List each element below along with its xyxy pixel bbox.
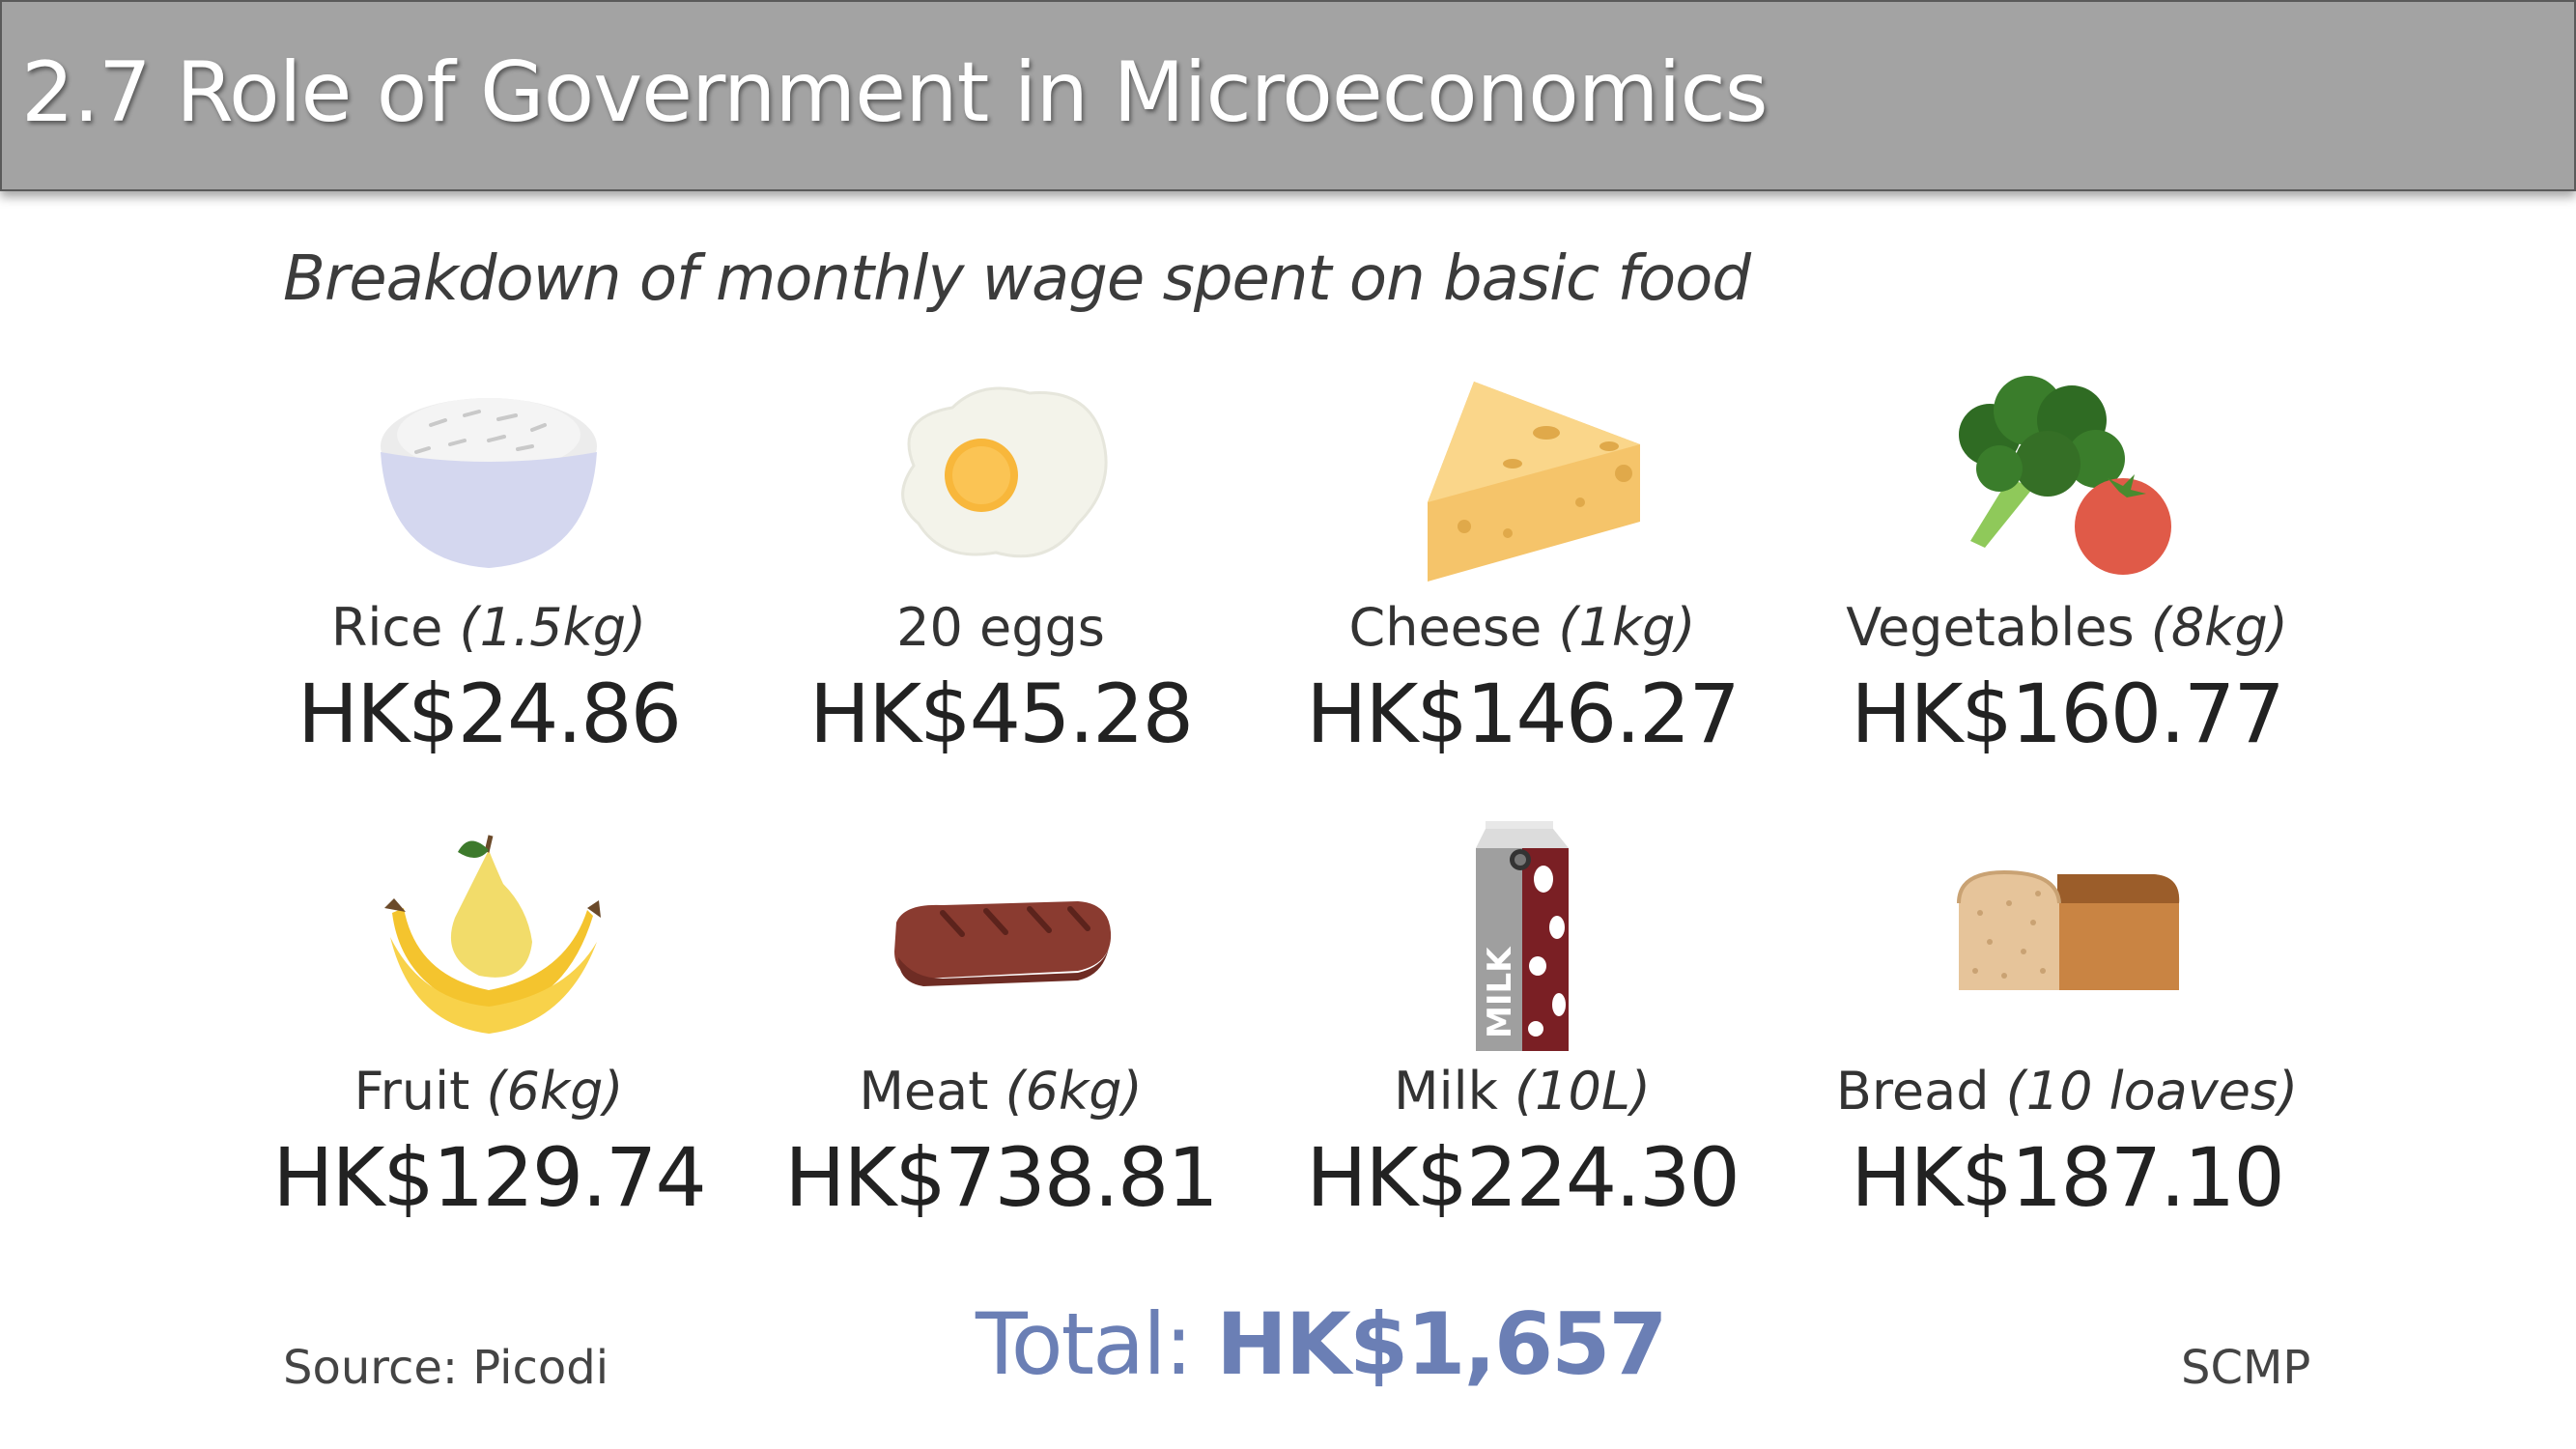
- food-qty: (1.5kg): [459, 597, 647, 658]
- food-qty: (10L): [1514, 1061, 1651, 1122]
- food-item-meat: Meat (6kg) HK$738.81: [730, 821, 1271, 1227]
- total-label: Total:: [976, 1294, 1193, 1394]
- food-label: Rice (1.5kg): [218, 597, 759, 658]
- food-price: HK$187.10: [1851, 1130, 2285, 1225]
- food-name: Bread: [1835, 1061, 1990, 1122]
- food-qty: (8kg): [2150, 597, 2288, 658]
- food-label: Vegetables (8kg): [1797, 597, 2337, 658]
- title-bar: 2.7 Role of Government in Microeconomics: [0, 0, 2576, 191]
- food-item-vegetables: Vegetables (8kg) HK$160.77: [1797, 357, 2337, 763]
- food-item-rice: Rice (1.5kg) HK$24.86: [218, 357, 759, 763]
- food-name: Cheese: [1348, 597, 1543, 658]
- steak-icon: [894, 901, 1112, 986]
- food-label: Milk (10L): [1252, 1061, 1793, 1122]
- food-price: HK$45.28: [808, 667, 1194, 761]
- food-name: Milk: [1394, 1061, 1498, 1122]
- banana-pear-icon: [384, 835, 601, 1034]
- slide-title: 2.7 Role of Government in Microeconomics: [21, 44, 1769, 141]
- food-name: Meat: [859, 1061, 989, 1122]
- food-label: Cheese (1kg): [1252, 597, 1793, 658]
- food-item-milk: MILK Milk (10L) HK$224.30: [1252, 821, 1793, 1227]
- food-qty: (6kg): [486, 1061, 624, 1122]
- food-label: 20 eggs: [730, 597, 1271, 658]
- food-label: Meat (6kg): [730, 1061, 1271, 1122]
- food-name: Rice: [330, 597, 443, 658]
- fried-egg-icon: [901, 386, 1108, 558]
- infographic-subtitle: Breakdown of monthly wage spent on basic…: [283, 243, 1751, 315]
- food-qty: (6kg): [1005, 1061, 1143, 1122]
- total-amount: Total: HK$1,657: [976, 1294, 1668, 1394]
- source-note: Source: Picodi: [283, 1341, 609, 1395]
- cheese-icon: [1428, 382, 1640, 582]
- food-item-bread: Bread (10 loaves) HK$187.10: [1797, 821, 2337, 1227]
- food-label: Fruit (6kg): [218, 1061, 759, 1122]
- food-name: 20 eggs: [896, 597, 1105, 658]
- food-name: Fruit: [354, 1061, 470, 1122]
- bread-loaf-icon: [1957, 869, 2180, 990]
- milk-carton-icon: MILK: [1476, 821, 1569, 1051]
- food-price: HK$146.27: [1306, 667, 1741, 761]
- total-value: HK$1,657: [1216, 1294, 1667, 1394]
- food-label: Bread (10 loaves): [1797, 1061, 2337, 1122]
- brand-credit: SCMP: [2181, 1341, 2311, 1395]
- food-qty: (1kg): [1558, 597, 1696, 658]
- food-price: HK$738.81: [784, 1130, 1219, 1225]
- food-item-fruit: Fruit (6kg) HK$129.74: [218, 821, 759, 1227]
- food-price: HK$224.30: [1306, 1130, 1741, 1225]
- rice-bowl-icon: [381, 398, 597, 568]
- carton-text: MILK: [1481, 946, 1519, 1038]
- food-price: HK$160.77: [1851, 667, 2285, 761]
- food-item-eggs: 20 eggs HK$45.28: [730, 357, 1271, 763]
- food-qty: (10 loaves): [2005, 1061, 2299, 1122]
- food-price: HK$24.86: [297, 667, 682, 761]
- food-item-cheese: Cheese (1kg) HK$146.27: [1252, 357, 1793, 763]
- broccoli-tomato-icon: [1959, 376, 2171, 575]
- food-name: Vegetables: [1846, 597, 2135, 658]
- food-price: HK$129.74: [272, 1130, 707, 1225]
